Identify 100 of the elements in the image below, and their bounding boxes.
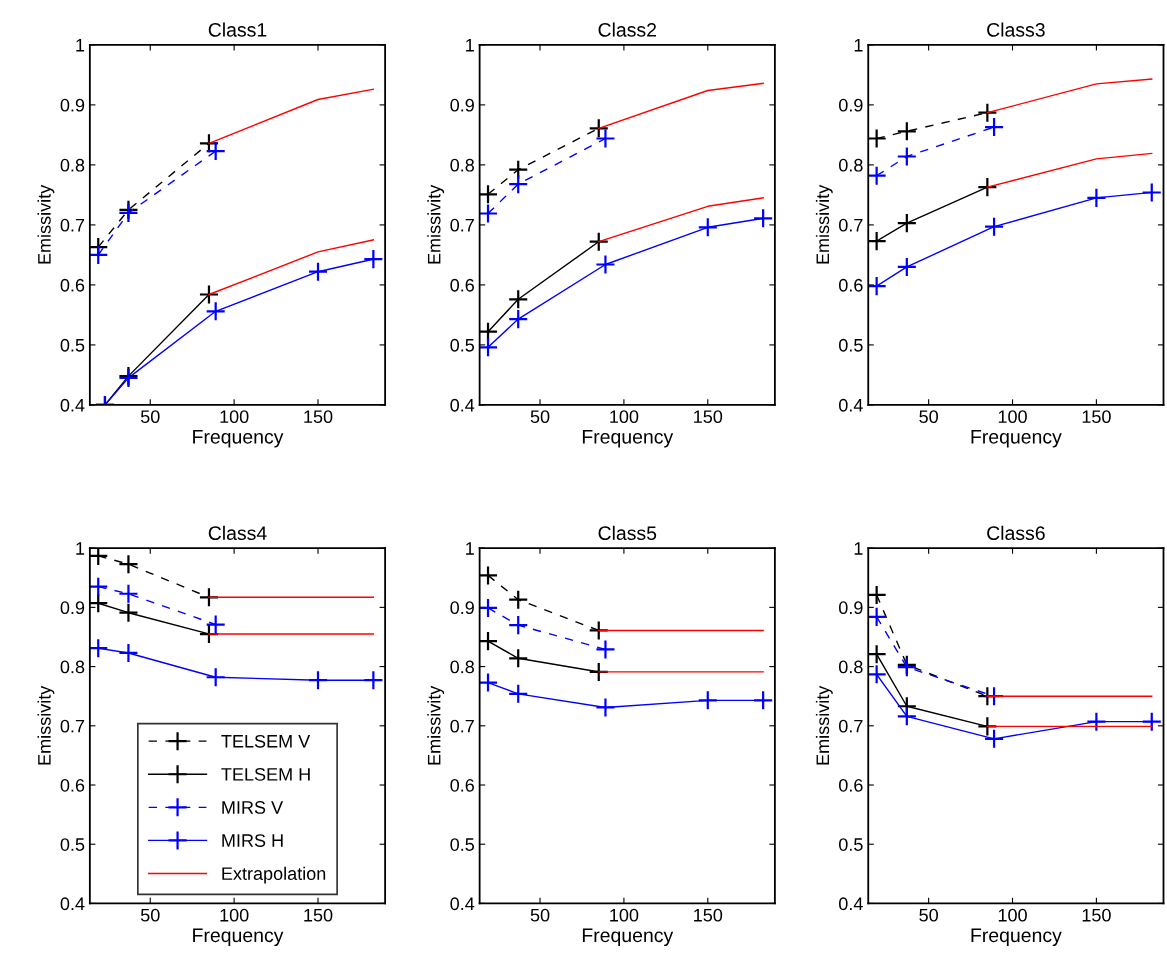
y-tick-label: 0.4 [838,398,863,412]
point [508,289,529,310]
y-tick-label: 0.8 [838,660,863,674]
point [89,638,109,659]
point [983,728,1005,749]
legend-label: Extrapolation [222,866,326,884]
point [868,165,887,186]
y-tick-label: 1 [76,542,85,555]
point [697,690,718,711]
x-tick-label: 50 [530,908,550,922]
y-tick-label: 0.4 [60,398,85,412]
point [868,606,887,627]
point [508,615,529,636]
point [307,670,329,691]
x-tick-label: 100 [998,410,1027,424]
y-tick-label: 1 [854,39,863,52]
y-tick-label: 0.4 [838,897,863,911]
point [753,690,774,711]
point [363,248,384,270]
y-tick-label: 0.4 [450,897,475,911]
point [479,597,499,619]
point [118,642,139,664]
point [868,275,887,297]
point [508,683,529,704]
x-tick-label: 50 [140,908,160,922]
y-tick-label: 1 [76,39,85,52]
legend-label: TELSEM H [221,767,310,781]
x-tick-label: 150 [304,908,333,922]
y-tick-label: 0.7 [838,719,863,733]
y-tick-label: 0.8 [450,158,474,172]
x-tick-label: 100 [610,410,639,424]
point [479,203,499,224]
legend-label: MIRS H [222,834,283,847]
x-tick-label: 150 [1082,908,1111,922]
y-tick-label: 0.7 [60,218,85,232]
point [89,244,109,266]
point [205,614,226,635]
x-tick-label: 150 [694,908,723,922]
point [977,716,998,737]
point [896,121,917,142]
x-tick-label: 150 [694,410,723,424]
point [479,565,499,586]
point [1086,711,1107,732]
point [588,231,609,252]
point [595,128,616,149]
point [868,664,887,685]
point [205,301,226,322]
point [479,184,499,205]
point [205,667,226,688]
point [983,116,1005,138]
legend-label: MIRS V [222,801,284,814]
y-tick-label: 0.8 [60,158,85,172]
y-tick-label: 0.9 [450,601,474,615]
y-axis-title: Emissivity [815,685,833,765]
point [595,697,616,718]
point [1141,711,1162,732]
x-tick-label: 100 [998,908,1027,922]
y-tick-label: 0.9 [838,98,863,112]
point [363,670,384,691]
point [896,706,917,727]
y-tick-label: 1 [854,542,863,555]
point [508,308,529,330]
y-tick-label: 0.8 [60,660,85,674]
point [89,548,109,566]
point [508,648,529,669]
chart-title: Class5 [598,525,657,541]
x-axis-title: Frequency [193,430,284,448]
point [1086,187,1107,209]
y-tick-label: 0.7 [838,218,863,232]
y-tick-label: 0.7 [450,719,474,733]
y-tick-label: 0.6 [450,778,474,792]
point [753,208,774,229]
point [983,216,1005,237]
point [198,284,220,305]
x-tick-label: 50 [140,410,160,424]
y-tick-label: 0.6 [60,278,85,292]
point [896,212,917,234]
y-axis-title: Emissivity [37,184,55,264]
x-tick-label: 150 [304,410,333,424]
y-tick-label: 0.7 [60,719,85,733]
chart-title: Class1 [208,22,267,37]
point [896,146,917,167]
chart-title: Class2 [598,22,656,37]
point [595,639,616,660]
y-tick-label: 0.4 [60,897,85,911]
point [588,620,609,641]
point [588,118,609,139]
point [868,644,887,665]
x-axis-title: Frequency [582,928,674,947]
x-axis-title: Frequency [582,430,674,448]
point [508,589,529,610]
point [977,102,998,123]
y-tick-label: 0.6 [838,778,863,792]
point [595,254,616,275]
y-tick-label: 0.8 [838,158,863,172]
chart-title: Class6 [987,525,1045,541]
y-tick-label: 0.8 [450,660,474,674]
y-tick-label: 0.9 [60,601,85,615]
x-axis-title: Frequency [971,430,1062,448]
y-tick-label: 1 [466,542,474,555]
